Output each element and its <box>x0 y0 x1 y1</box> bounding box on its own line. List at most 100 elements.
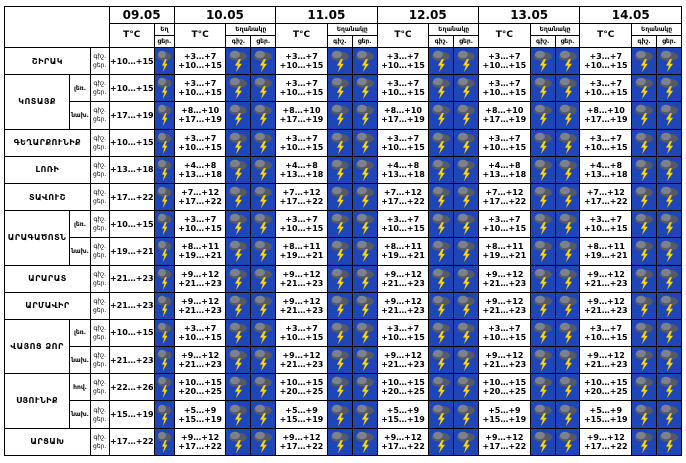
weather-icon-cell <box>154 346 175 375</box>
weather-icon-cell <box>554 182 581 212</box>
thunderstorm-icon <box>353 401 377 428</box>
thunderstorm-icon <box>531 157 555 183</box>
temperature-cell: +4…+8 +13…+18 <box>477 155 531 184</box>
weather-icon-cell <box>154 74 175 103</box>
weather-icon-cell <box>154 46 175 76</box>
day-temperature: +21…+23 <box>279 278 324 288</box>
thunderstorm-icon <box>155 266 174 292</box>
thunderstorm-icon <box>251 429 275 455</box>
weather-icon-cell <box>631 101 657 130</box>
temperature-cell: +19…+21 <box>108 237 156 266</box>
thunderstorm-icon <box>632 130 656 156</box>
weather-icon-cell <box>655 264 683 293</box>
day-temperature: +10…+15 <box>178 224 222 234</box>
period-labels: գիշ. ցեր. <box>89 101 110 130</box>
temperature-cell: +3…+7 +10…+15 <box>376 318 430 348</box>
night-temperature: +3…+7 <box>386 215 420 225</box>
thunderstorm-icon <box>155 75 174 101</box>
thunderstorm-icon <box>454 374 478 400</box>
thunderstorm-icon <box>328 238 352 264</box>
night-temperature: +9…+12 <box>282 296 321 306</box>
weather-icon-cell <box>428 210 455 239</box>
weather-icon-cell <box>154 427 175 457</box>
temperature-cell: +9…+12 +21…+23 <box>579 291 633 320</box>
weather-icon-cell <box>351 346 378 375</box>
day-temperature: +10…+15 <box>109 328 154 338</box>
thunderstorm-icon <box>155 293 174 319</box>
night-header: գիշ. <box>631 35 657 48</box>
night-temperature: +5…+9 <box>488 405 521 415</box>
thunderstorm-icon <box>556 75 579 101</box>
weather-icon-cell <box>250 291 277 320</box>
weather-icon-cell <box>250 46 277 76</box>
day-temperature: +10…+15 <box>482 61 527 71</box>
thunderstorm-icon <box>328 48 352 74</box>
day-temperature: +10…+15 <box>583 88 628 98</box>
weather-icon-cell <box>154 128 175 157</box>
temperature-cell: +3…+7 +10…+15 <box>173 74 227 103</box>
night-temperature: +3…+7 <box>183 133 217 143</box>
thunderstorm-icon <box>429 429 453 455</box>
thunderstorm-icon <box>328 401 352 428</box>
weather-icon-cell <box>655 427 683 457</box>
weather-icon-cell <box>428 291 455 320</box>
night-temperature: +4…+8 <box>488 160 521 170</box>
night-label: գիշ. <box>93 270 107 278</box>
weather-icon-cell <box>250 155 277 184</box>
night-temperature: +9…+12 <box>485 432 524 442</box>
night-label: գիշ. <box>93 80 107 88</box>
day-temperature: +10…+15 <box>482 88 527 98</box>
night-temperature: +9…+12 <box>282 351 321 361</box>
weather-icon-cell <box>154 101 175 130</box>
day-temperature: +10…+15 <box>381 88 425 98</box>
temperature-cell: +3…+7 +10…+15 <box>477 128 531 157</box>
thunderstorm-icon <box>556 374 579 400</box>
day-temperature: +10…+15 <box>279 332 324 342</box>
night-temperature: +10…+15 <box>482 378 527 388</box>
thunderstorm-icon <box>226 347 250 373</box>
day-label: ցեր. <box>93 333 107 341</box>
night-temperature: +9…+12 <box>383 269 422 279</box>
weather-icon-cell <box>631 427 657 457</box>
weather-icon-cell <box>453 237 479 266</box>
thunderstorm-icon <box>632 157 656 183</box>
region-name: ՏԱՎՈՒՇ <box>4 182 91 212</box>
thunderstorm-icon <box>155 401 174 428</box>
weather-icon-cell <box>225 46 252 76</box>
date-header: 14.05 <box>579 6 682 24</box>
temperature-cell: +21…+23 <box>108 291 156 320</box>
temperature-cell: +10…+15 +20…+25 <box>579 373 633 402</box>
thunderstorm-icon <box>251 102 275 129</box>
temperature-cell: +9…+12 +21…+23 <box>173 291 227 320</box>
weather-icon-cell <box>529 427 556 457</box>
thunderstorm-icon <box>531 75 555 101</box>
night-temperature: +4…+8 <box>183 160 217 170</box>
weather-icon-cell <box>326 373 353 402</box>
thunderstorm-icon <box>454 48 478 74</box>
thunderstorm-icon <box>657 157 681 183</box>
weather-icon-cell <box>250 400 277 429</box>
period-labels: գիշ. ցեր. <box>89 291 110 320</box>
weather-icon-cell <box>428 101 455 130</box>
thunderstorm-icon <box>531 102 555 129</box>
night-temperature: +3…+7 <box>589 133 623 143</box>
day-temperature: +17…+22 <box>279 197 324 207</box>
thunderstorm-icon <box>353 347 377 373</box>
temperature-cell: +4…+8 +13…+18 <box>376 155 430 184</box>
thunderstorm-icon <box>556 238 579 264</box>
thunderstorm-icon <box>155 347 174 373</box>
thunderstorm-icon <box>632 238 656 264</box>
thunderstorm-icon <box>556 429 579 455</box>
temperature-cell: +10…+15 <box>108 46 156 76</box>
thunderstorm-icon <box>632 48 656 74</box>
temperature-cell: +8…+11 +19…+21 <box>275 237 328 266</box>
night-temperature: +3…+7 <box>285 323 318 333</box>
temperature-cell: +9…+12 +17…+22 <box>477 427 531 457</box>
day-label: ցեր. <box>93 388 107 396</box>
night-temperature: +3…+7 <box>488 133 521 143</box>
weather-icon-cell <box>554 210 581 239</box>
weather-icon-cell <box>351 373 378 402</box>
temperature-cell: +9…+12 +21…+23 <box>477 291 531 320</box>
day-header: ցեր. <box>554 35 581 48</box>
day-temperature: +10…+15 <box>381 224 425 234</box>
